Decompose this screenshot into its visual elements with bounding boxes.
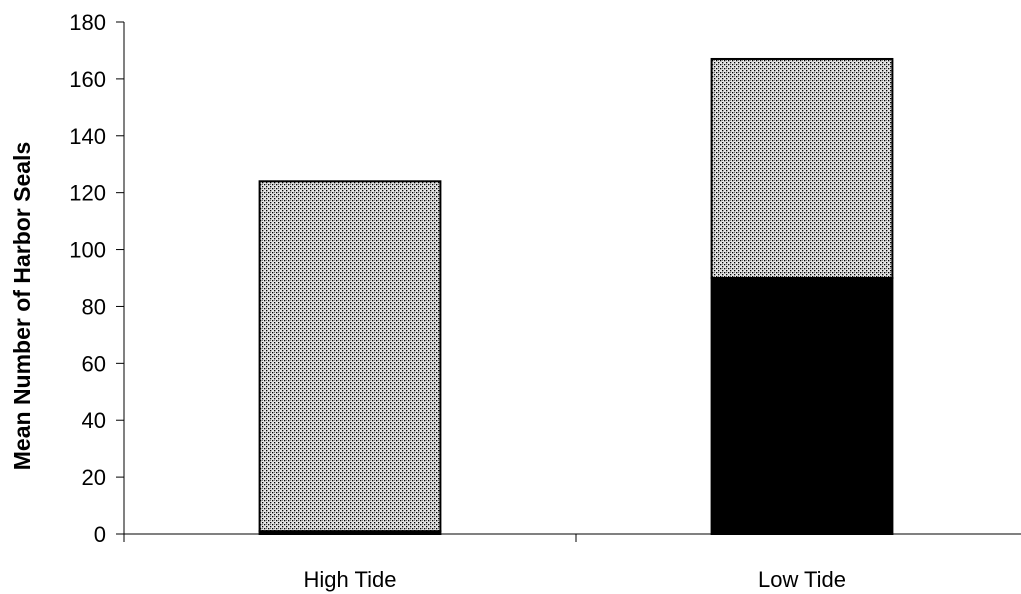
y-tick-label: 120 [69, 181, 106, 206]
bar-segment [710, 277, 894, 535]
y-tick-label: 60 [82, 351, 106, 376]
y-tick-label: 0 [94, 522, 106, 547]
y-tick-label: 40 [82, 408, 106, 433]
plot-area: 0 20 40 60 80 100 120 140 160 180 High Tide Low Tid… [69, 10, 1021, 592]
y-tick-label: 140 [69, 124, 106, 149]
y-tick-label: 20 [82, 465, 106, 490]
y-tick-label: 180 [69, 10, 106, 35]
bar-segment [258, 180, 442, 533]
y-tick-label: 100 [69, 238, 106, 263]
x-tick-label: Low Tide [758, 567, 846, 592]
x-tick-label: High Tide [304, 567, 397, 592]
y-tick-label: 80 [82, 294, 106, 319]
y-tick-label: 160 [69, 67, 106, 92]
bar-segment [710, 57, 894, 279]
y-axis-title: Mean Number of Harbor Seals [9, 142, 35, 470]
